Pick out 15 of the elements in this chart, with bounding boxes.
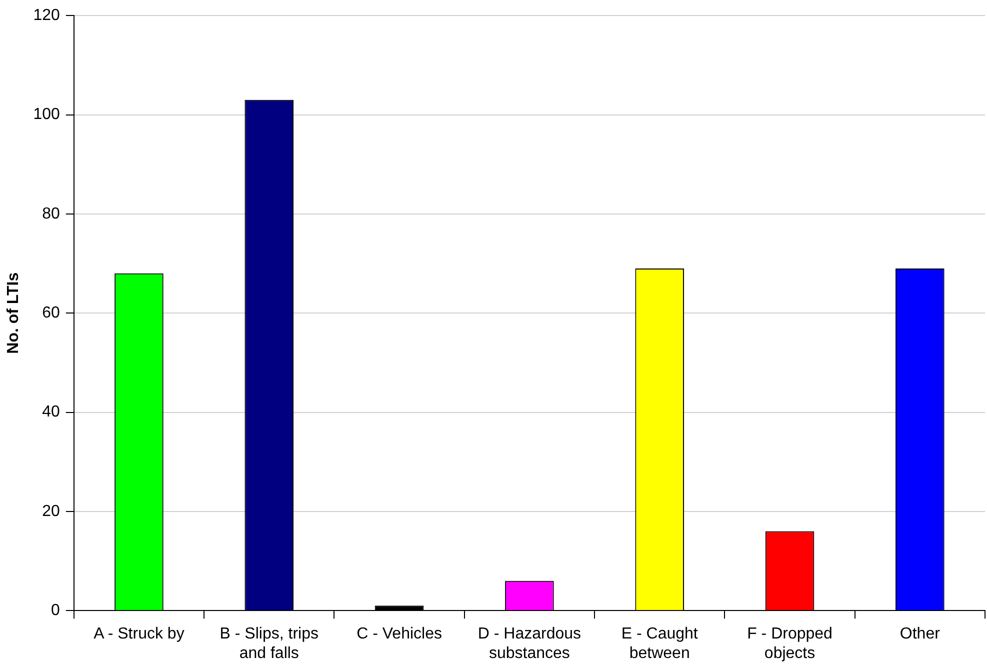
x-tick-label: D - Hazardous substances xyxy=(478,626,582,662)
y-tick-label: 120 xyxy=(33,7,60,24)
y-tick-label: 40 xyxy=(42,404,60,421)
y-tick-label: 20 xyxy=(42,502,60,520)
x-tick-label: F - Dropped objects xyxy=(747,626,832,662)
y-tick-label: 80 xyxy=(42,205,60,222)
y-tick-label: 60 xyxy=(42,304,60,322)
y-tick-label: 100 xyxy=(33,106,60,124)
x-tick-label: Other xyxy=(900,626,941,643)
x-tick-label: E - Caught between xyxy=(621,626,698,662)
y-axis-title: No. of LTIs xyxy=(5,272,22,354)
y-tick-label: 0 xyxy=(50,602,60,620)
x-tick-label: A - Struck by xyxy=(94,626,184,643)
x-tick-label: B - Slips, trips and falls xyxy=(220,626,318,662)
x-tick-label: C - Vehicles xyxy=(356,626,442,643)
